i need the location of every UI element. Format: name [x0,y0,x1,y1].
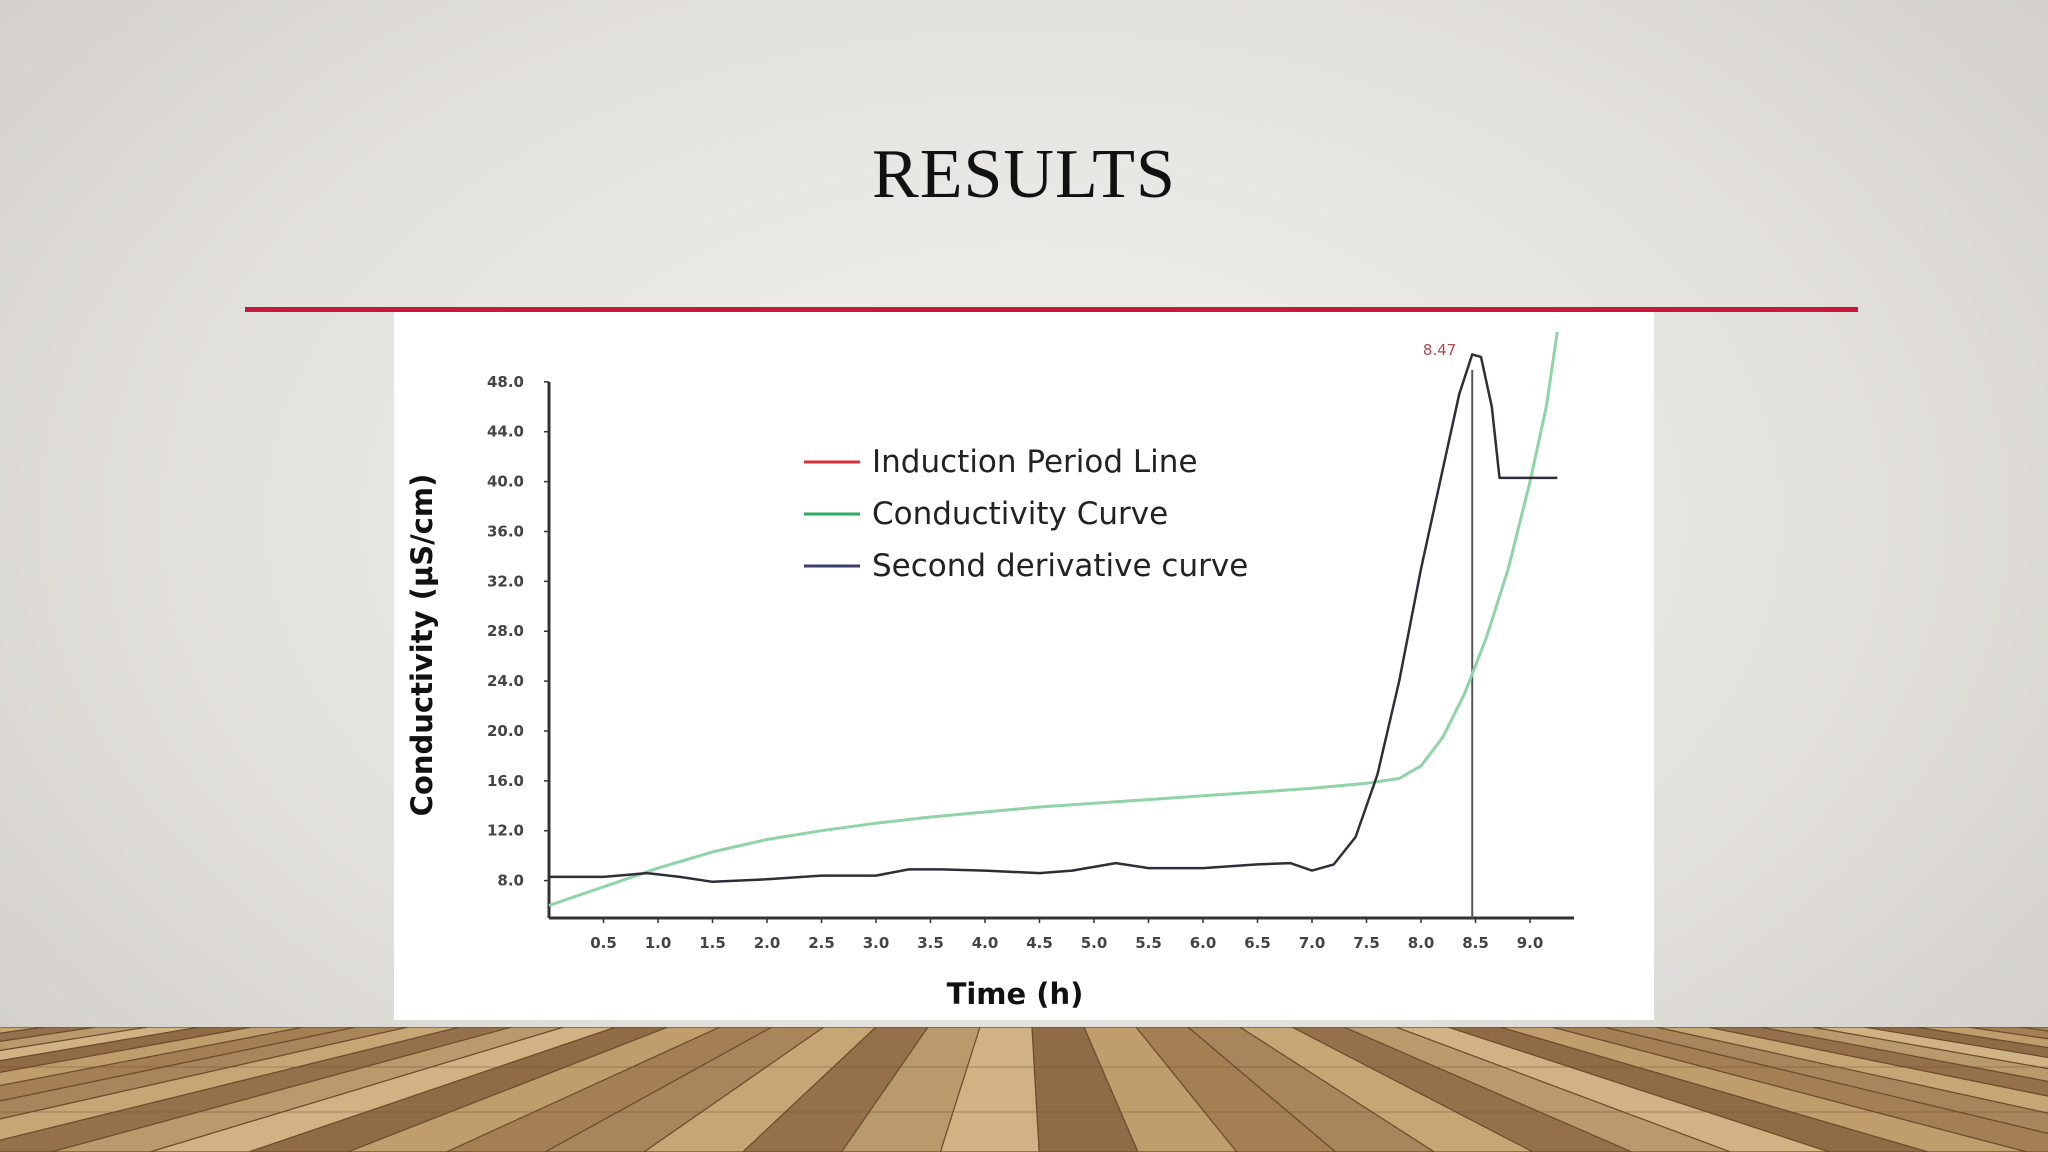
floor-plank [741,1027,929,1152]
x-tick-label: 8.5 [1462,934,1489,952]
floor-plank [642,1027,877,1152]
floor-plank [1291,1027,1633,1152]
floor-plank [1187,1027,1436,1152]
floor-plank [1707,1027,2048,1097]
x-tick-label: 6.0 [1190,934,1217,952]
floor-plank [0,1027,513,1152]
floor-plank [1811,1027,2048,1070]
x-tick-label: 9.0 [1517,934,1544,952]
legend-label: Conductivity Curve [872,496,1168,532]
floor-plank [1759,1027,2048,1082]
x-tick-label: 7.5 [1353,934,1380,952]
x-tick-label: 5.5 [1135,934,1162,952]
x-tick-label: 4.0 [972,934,999,952]
y-tick-label: 24.0 [487,672,524,690]
wooden-floor [0,1027,2048,1152]
chart-legend: Induction Period Line Conductivity Curve S… [804,444,1248,584]
y-tick-label: 12.0 [487,822,524,840]
floor-plank [1915,1027,2048,1049]
floor-plank [1655,1027,2048,1114]
y-tick-label: 48.0 [487,373,524,391]
x-tick-label: 2.5 [808,934,835,952]
x-tick-label: 3.5 [917,934,944,952]
floor-plank [248,1027,669,1152]
floor-plank [840,1027,981,1152]
y-tick-label: 32.0 [487,572,524,590]
floor-plank [1343,1027,1732,1152]
floor-plank [51,1027,565,1152]
x-tick-label: 4.5 [1026,934,1053,952]
floor-plank [1499,1027,2028,1152]
floor-plank [939,1027,1040,1152]
y-tick-label: 40.0 [487,473,524,491]
y-tick-label: 20.0 [487,722,524,740]
second-derivative-curve-line [549,353,1558,884]
y-axis-title: Conductivity (µS/cm) [405,474,439,817]
chart-svg: 0.5 1.0 1.5 2.0 2.5 3.0 3.5 4.0 4.5 5.0 5.5 6.0 6.5 7… [405,331,1574,1011]
floor-plank [1083,1027,1238,1152]
x-tick-label: 1.0 [645,934,672,952]
y-tick-label: 28.0 [487,622,524,640]
y-tick-label: 16.0 [487,772,524,790]
chart-panel: 0.5 1.0 1.5 2.0 2.5 3.0 3.5 4.0 4.5 5.0 5.5 6.0 6.5 7… [394,312,1654,1020]
chart-series: 8.47 [548,331,1559,918]
x-tick-label: 7.0 [1299,934,1326,952]
x-tick-label: 2.0 [754,934,781,952]
legend-label: Second derivative curve [872,548,1248,584]
y-tick-label: 8.0 [497,872,524,890]
x-tick-label: 1.5 [699,934,726,952]
conductivity-curve-line [548,331,1559,907]
x-tick-label: 0.5 [590,934,617,952]
floor-plank [544,1027,826,1152]
floor-plank [347,1027,721,1152]
title-divider [245,307,1858,312]
induction-time-annotation: 8.47 [1423,341,1456,359]
floor-plank [1551,1027,2048,1152]
floor-planks [0,1027,2048,1152]
x-tick-label: 3.0 [863,934,890,952]
floor-plank [1135,1027,1337,1152]
floor-plank [1238,1027,1534,1152]
floor-plank [446,1027,773,1152]
legend-label: Induction Period Line [872,444,1198,480]
y-tick-label: 44.0 [487,423,524,441]
slide-title: RESULTS [872,136,1176,213]
floor-plank [1967,1027,2048,1040]
y-tick-label: 36.0 [487,522,524,540]
chart-axes: 0.5 1.0 1.5 2.0 2.5 3.0 3.5 4.0 4.5 5.0 5.5 6.0 6.5 7… [487,373,1574,952]
floor-plank [149,1027,617,1152]
floor-plank [1603,1027,2048,1134]
x-tick-label: 6.5 [1244,934,1271,952]
floor-plank [1395,1027,1830,1152]
x-tick-label: 8.0 [1408,934,1435,952]
x-axis-title: Time (h) [947,977,1084,1011]
floor-plank [2019,1027,2048,1032]
floor-plank [1863,1027,2048,1059]
floor-plank [1447,1027,1929,1152]
floor-plank [1031,1027,1139,1152]
x-tick-label: 5.0 [1081,934,1108,952]
